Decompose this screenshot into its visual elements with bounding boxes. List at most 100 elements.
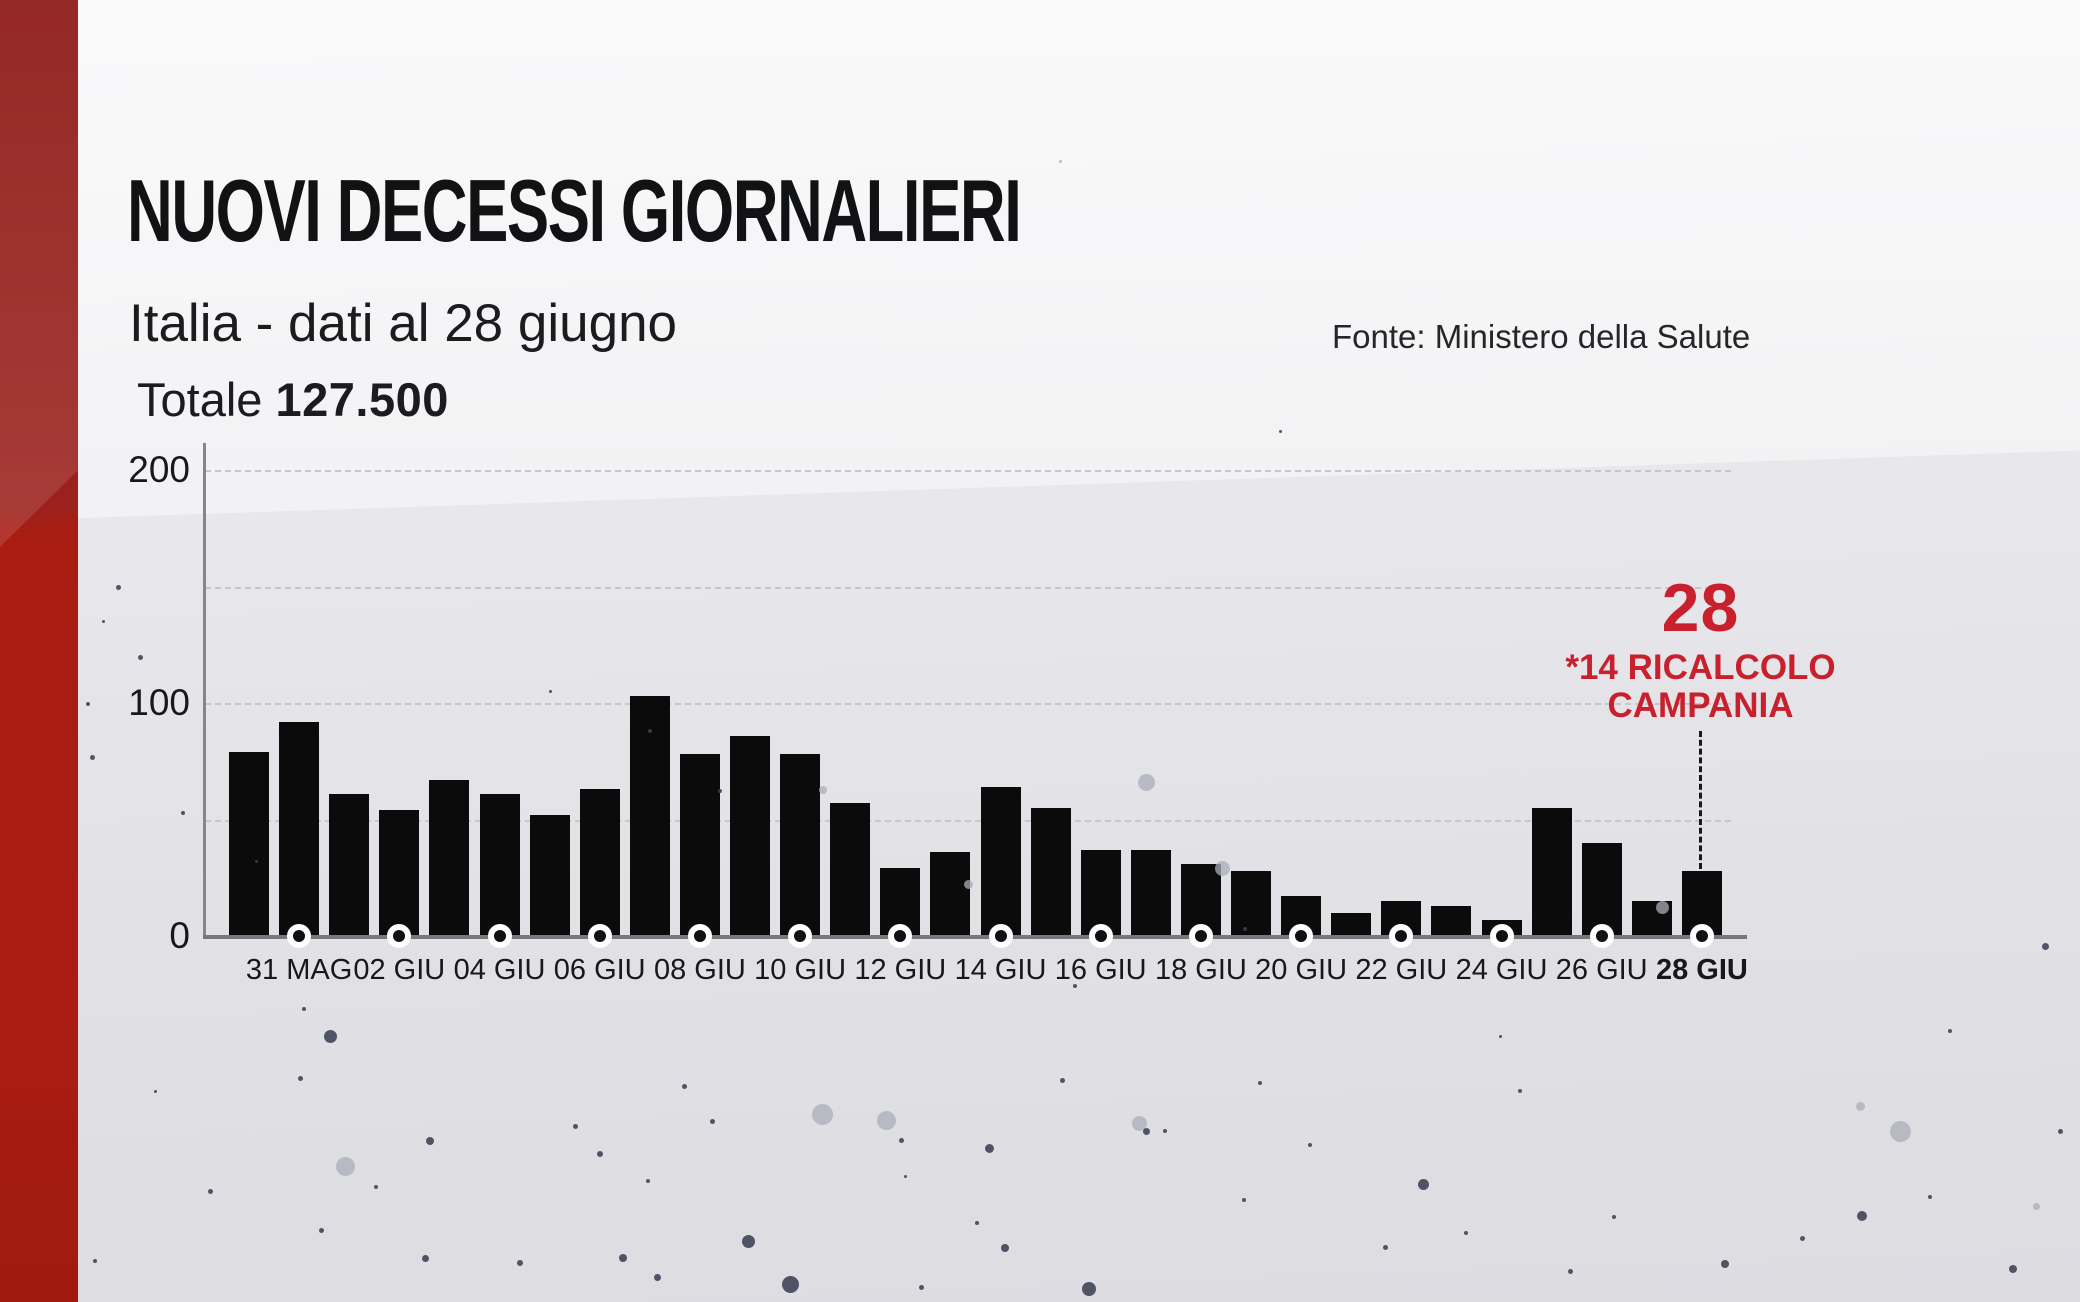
speckle-dot <box>811 1103 833 1125</box>
axis-tick-circle <box>888 924 913 948</box>
x-tick-label-02-GIU: 02 GIU <box>353 954 446 986</box>
bar-02-GIU <box>379 810 420 936</box>
speckle-dot <box>1655 900 1669 914</box>
speckle-dot <box>709 1118 715 1124</box>
axis-tick-circle <box>1589 924 1614 948</box>
axis-tick-circle <box>387 924 412 948</box>
bar-11-GIU <box>830 803 871 936</box>
speckle-dot <box>597 1151 603 1157</box>
axis-tick-circle <box>487 924 512 948</box>
bar-16-GIU <box>1080 849 1121 936</box>
y-axis-label-100: 100 <box>128 682 190 723</box>
x-tick-label-14-GIU: 14 GIU <box>954 954 1047 986</box>
speckle-dot <box>2009 1265 2017 1273</box>
speckle-dot <box>1928 1195 1932 1199</box>
bar-25-GIU <box>1531 807 1572 936</box>
bar-26-GIU <box>1581 842 1622 936</box>
speckle-dot <box>1417 1178 1429 1190</box>
speckle-dot <box>1857 1211 1867 1221</box>
speckle-dot <box>1082 1282 1096 1296</box>
axis-tick-circle <box>587 924 612 948</box>
annotation-connector-line <box>1699 731 1702 869</box>
bar-05-GIU <box>529 814 570 936</box>
bar-13-GIU <box>930 852 971 936</box>
speckle-dot <box>1948 1029 1952 1033</box>
x-tick-label-22-GIU: 22 GIU <box>1355 954 1448 986</box>
speckle-dot <box>1142 1127 1150 1135</box>
speckle-dot <box>1059 1077 1065 1083</box>
axis-tick-circle <box>988 924 1013 948</box>
speckle-dot <box>653 1273 661 1281</box>
x-axis-line <box>203 935 1747 939</box>
x-tick-label-26-GIU: 26 GIU <box>1555 954 1648 986</box>
speckle-dot <box>819 786 827 794</box>
speckle-dot <box>1464 1231 1468 1235</box>
bar-01-GIU <box>329 793 370 936</box>
stripe-sheen <box>0 0 78 547</box>
axis-tick-circle <box>1188 924 1213 948</box>
bar-14-GIU <box>980 786 1021 936</box>
axis-tick-circle <box>1489 924 1514 948</box>
annotation-value: 28 <box>1661 570 1740 646</box>
total-line: Totale 127.500 <box>137 372 449 427</box>
bar-03-GIU <box>429 779 470 936</box>
speckle-dot <box>1498 1034 1502 1038</box>
axis-tick-circle <box>788 924 813 948</box>
bar-04-GIU <box>479 793 520 936</box>
speckle-dot <box>984 1143 994 1153</box>
y-axis-label-200: 200 <box>128 449 190 490</box>
annotation-note-line1: *14 RICALCOLO <box>1565 648 1836 687</box>
left-red-stripe <box>0 0 78 1302</box>
speckle-dot <box>517 1260 523 1266</box>
bar-06-GIU <box>579 789 620 936</box>
speckle-dot <box>374 1185 378 1189</box>
y-axis-label-0: 0 <box>169 915 190 956</box>
speckle-dot <box>93 1259 97 1263</box>
speckle-dot <box>153 1089 157 1093</box>
speckle-dot <box>302 1007 306 1011</box>
speckle-dot <box>86 702 90 706</box>
axis-tick-circle <box>1689 924 1714 948</box>
speckle-dot <box>898 1137 904 1143</box>
gridline-150 <box>205 586 1731 589</box>
speckle-dot <box>963 879 973 889</box>
speckle-dot <box>2032 1202 2040 1210</box>
bar-07-GIU <box>629 696 670 936</box>
bar-19-GIU <box>1231 870 1271 936</box>
x-tick-label-28-GIU: 28 GIU <box>1655 954 1748 986</box>
speckle-dot <box>718 789 722 793</box>
speckle-dot <box>1278 429 1282 433</box>
gridline-50 <box>205 819 1731 822</box>
annotation-note-line2: CAMPANIA <box>1607 686 1794 725</box>
speckle-dot <box>421 1254 429 1262</box>
speckle-dot <box>1058 159 1062 163</box>
source-note: Fonte: Ministero della Salute <box>1332 318 1751 355</box>
x-tick-label-24-GIU: 24 GIU <box>1455 954 1548 986</box>
axis-tick-circle <box>1289 924 1314 948</box>
speckle-dot <box>1721 1260 1729 1268</box>
speckle-dot <box>323 1029 337 1043</box>
axis-tick-circle <box>1088 924 1113 948</box>
speckle-dot <box>181 811 185 815</box>
speckle-dot <box>975 1221 979 1225</box>
speckle-dot <box>1242 1198 1246 1202</box>
annotation-block: 28 *14 RICALCOLO CAMPANIA <box>1528 574 1873 725</box>
axis-tick-circle <box>687 924 712 948</box>
axis-tick-circle <box>287 924 312 948</box>
bar-09-GIU <box>730 735 770 936</box>
bar-23-GIU <box>1431 905 1472 936</box>
speckle-dot <box>1258 1081 1262 1085</box>
speckle-dot <box>2057 1128 2063 1134</box>
x-tick-label-31-MAG: 31 MAG <box>245 954 353 986</box>
speckle-dot <box>254 859 258 863</box>
page-title: NUOVI DECESSI GIORNALIERI <box>127 161 1022 260</box>
speckle-dot <box>318 1227 324 1233</box>
bar-08-GIU <box>679 754 720 936</box>
speckle-dot <box>1382 1244 1388 1250</box>
speckle-dot <box>89 754 95 760</box>
speckle-dot <box>1889 1120 1911 1142</box>
speckle-dot <box>1131 1115 1147 1131</box>
speckle-dot <box>207 1188 213 1194</box>
